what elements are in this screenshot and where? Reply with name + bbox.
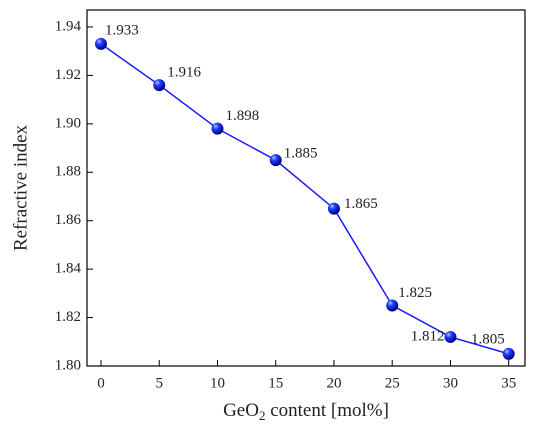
x-tick-label: 20 <box>326 375 341 391</box>
y-tick-label: 1.90 <box>55 115 81 131</box>
x-axis-label-part: GeO <box>223 400 259 421</box>
data-point <box>153 79 166 92</box>
plot-frame <box>86 9 526 367</box>
x-axis-label-part: content [mol%] <box>265 400 388 421</box>
data-point <box>269 154 282 167</box>
y-tick-label: 1.92 <box>55 67 81 83</box>
data-label: 1.825 <box>398 285 432 301</box>
x-tick-label: 30 <box>443 375 458 391</box>
data-point <box>444 330 457 343</box>
y-tick-label: 1.80 <box>55 357 81 373</box>
data-label: 1.885 <box>284 146 318 162</box>
y-tick-label: 1.86 <box>55 212 82 228</box>
y-tick-label: 1.94 <box>55 18 82 34</box>
data-point <box>386 299 399 312</box>
x-tick-label: 5 <box>155 375 163 391</box>
y-tick-label: 1.88 <box>55 164 81 180</box>
x-tick-label: 0 <box>97 375 105 391</box>
x-tick-label: 25 <box>385 375 400 391</box>
x-axis-label: GeO2 content [mol%] <box>223 400 389 423</box>
x-tick-label: 15 <box>268 375 283 391</box>
data-point <box>94 37 107 50</box>
data-label: 1.805 <box>471 331 505 347</box>
y-tick-label: 1.82 <box>55 309 81 325</box>
data-line <box>100 43 509 355</box>
data-point <box>327 202 340 215</box>
data-point <box>211 122 224 135</box>
data-label: 1.898 <box>225 108 259 124</box>
data-label: 1.933 <box>105 22 139 38</box>
x-tick-label: 10 <box>210 375 225 391</box>
data-point <box>502 347 515 360</box>
y-axis-label: Refractive index <box>10 124 31 251</box>
data-label: 1.916 <box>167 65 201 81</box>
x-axis-label-sub: 2 <box>259 408 266 423</box>
data-label: 1.865 <box>344 196 378 212</box>
y-tick-label: 1.84 <box>55 261 82 277</box>
x-tick-label: 35 <box>501 375 516 391</box>
data-label: 1.812 <box>411 328 445 344</box>
